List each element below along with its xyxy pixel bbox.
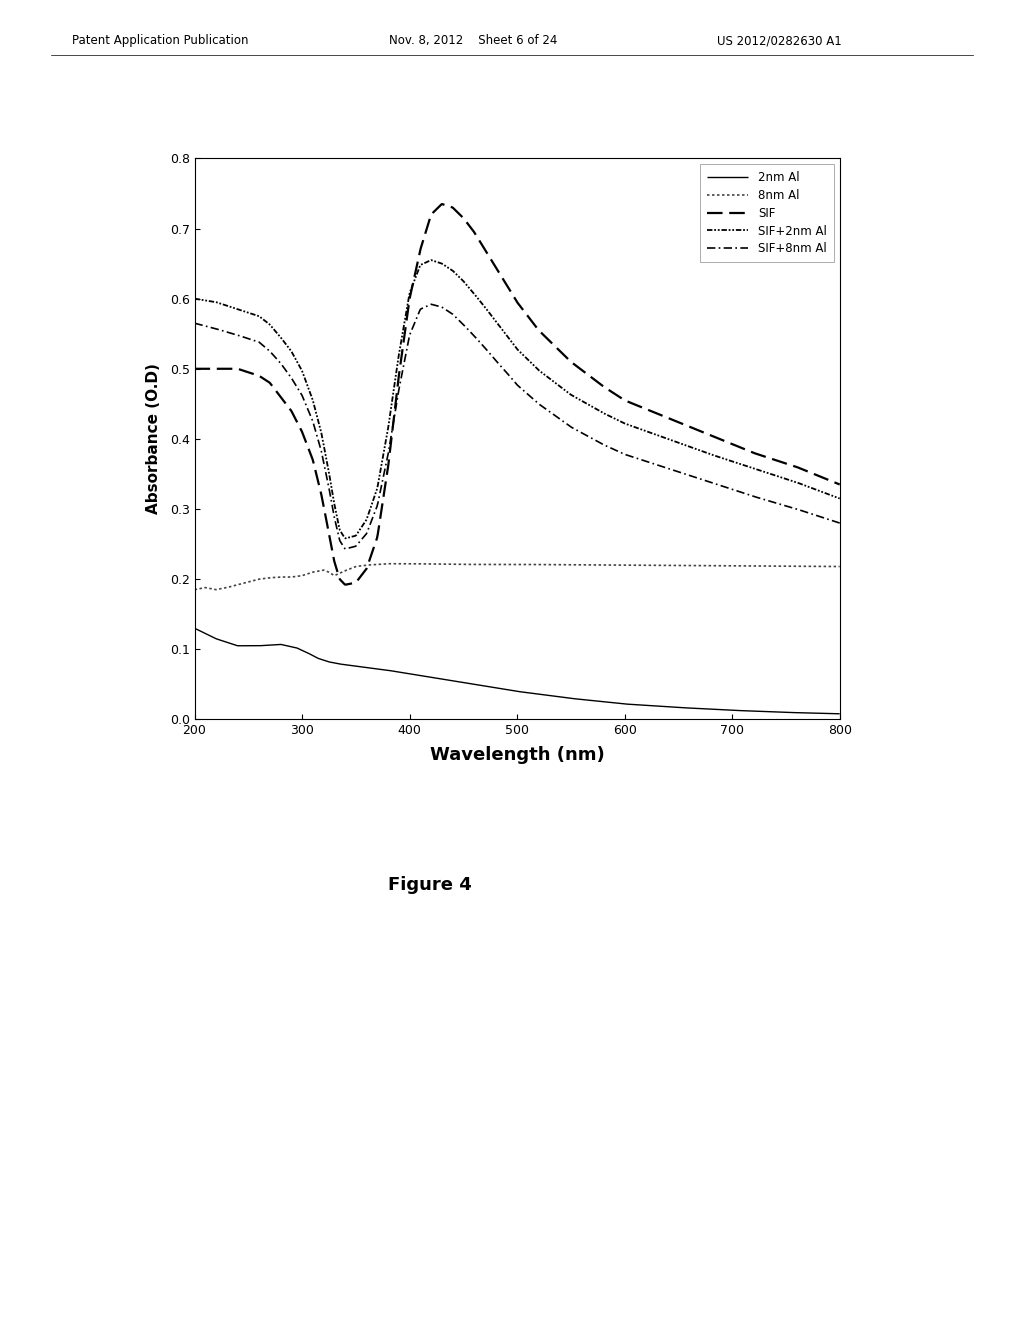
- Line: SIF+8nm Al: SIF+8nm Al: [195, 305, 840, 549]
- SIF+8nm Al: [188, 315, 201, 331]
- SIF+2nm Al: [425, 252, 437, 268]
- 2nm Al: [228, 636, 241, 652]
- 2nm Al: [678, 700, 690, 715]
- SIF+2nm Al: [564, 387, 577, 403]
- SIF+8nm Al: [679, 466, 691, 482]
- 8nm Al: [679, 557, 691, 573]
- 8nm Al: [600, 557, 612, 573]
- SIF: [339, 577, 351, 593]
- SIF: [188, 360, 201, 376]
- SIF: [679, 417, 691, 433]
- 8nm Al: [564, 557, 577, 573]
- SIF: [228, 360, 241, 376]
- SIF+8nm Al: [425, 297, 437, 313]
- 2nm Al: [834, 706, 846, 722]
- SIF+8nm Al: [564, 418, 577, 434]
- Line: SIF: SIF: [195, 205, 840, 585]
- SIF+2nm Al: [339, 531, 351, 546]
- Line: 8nm Al: 8nm Al: [195, 564, 840, 590]
- 8nm Al: [834, 558, 846, 574]
- 2nm Al: [188, 620, 201, 636]
- SIF+8nm Al: [834, 515, 846, 531]
- SIF+8nm Al: [228, 326, 241, 342]
- SIF+2nm Al: [745, 459, 758, 475]
- Text: Patent Application Publication: Patent Application Publication: [72, 34, 248, 48]
- 2nm Al: [743, 704, 756, 719]
- SIF+2nm Al: [228, 300, 241, 315]
- 8nm Al: [382, 556, 394, 572]
- 8nm Al: [188, 582, 201, 598]
- SIF: [601, 381, 613, 397]
- SIF: [436, 197, 449, 213]
- SIF+2nm Al: [601, 407, 613, 422]
- 2nm Al: [563, 690, 575, 706]
- Line: 2nm Al: 2nm Al: [195, 628, 840, 714]
- Text: Nov. 8, 2012    Sheet 6 of 24: Nov. 8, 2012 Sheet 6 of 24: [389, 34, 557, 48]
- Line: SIF+2nm Al: SIF+2nm Al: [195, 260, 840, 539]
- Text: Figure 4: Figure 4: [388, 876, 472, 895]
- Legend: 2nm Al, 8nm Al, SIF, SIF+2nm Al, SIF+8nm Al: 2nm Al, 8nm Al, SIF, SIF+2nm Al, SIF+8nm…: [700, 164, 834, 263]
- SIF+2nm Al: [582, 396, 594, 412]
- SIF+8nm Al: [601, 438, 613, 454]
- SIF+8nm Al: [339, 541, 351, 557]
- SIF: [582, 367, 594, 383]
- Y-axis label: Absorbance (O.D): Absorbance (O.D): [146, 363, 162, 515]
- 8nm Al: [581, 557, 593, 573]
- 2nm Al: [580, 692, 592, 708]
- 2nm Al: [599, 694, 611, 710]
- SIF+2nm Al: [679, 437, 691, 453]
- SIF: [834, 477, 846, 492]
- SIF+2nm Al: [188, 290, 201, 306]
- 8nm Al: [744, 558, 757, 574]
- SIF: [745, 445, 758, 461]
- X-axis label: Wavelength (nm): Wavelength (nm): [430, 746, 604, 763]
- SIF+8nm Al: [745, 488, 758, 504]
- 8nm Al: [228, 578, 241, 594]
- SIF: [564, 354, 577, 370]
- SIF+8nm Al: [582, 428, 594, 444]
- SIF+2nm Al: [834, 491, 846, 507]
- Text: US 2012/0282630 A1: US 2012/0282630 A1: [717, 34, 842, 48]
